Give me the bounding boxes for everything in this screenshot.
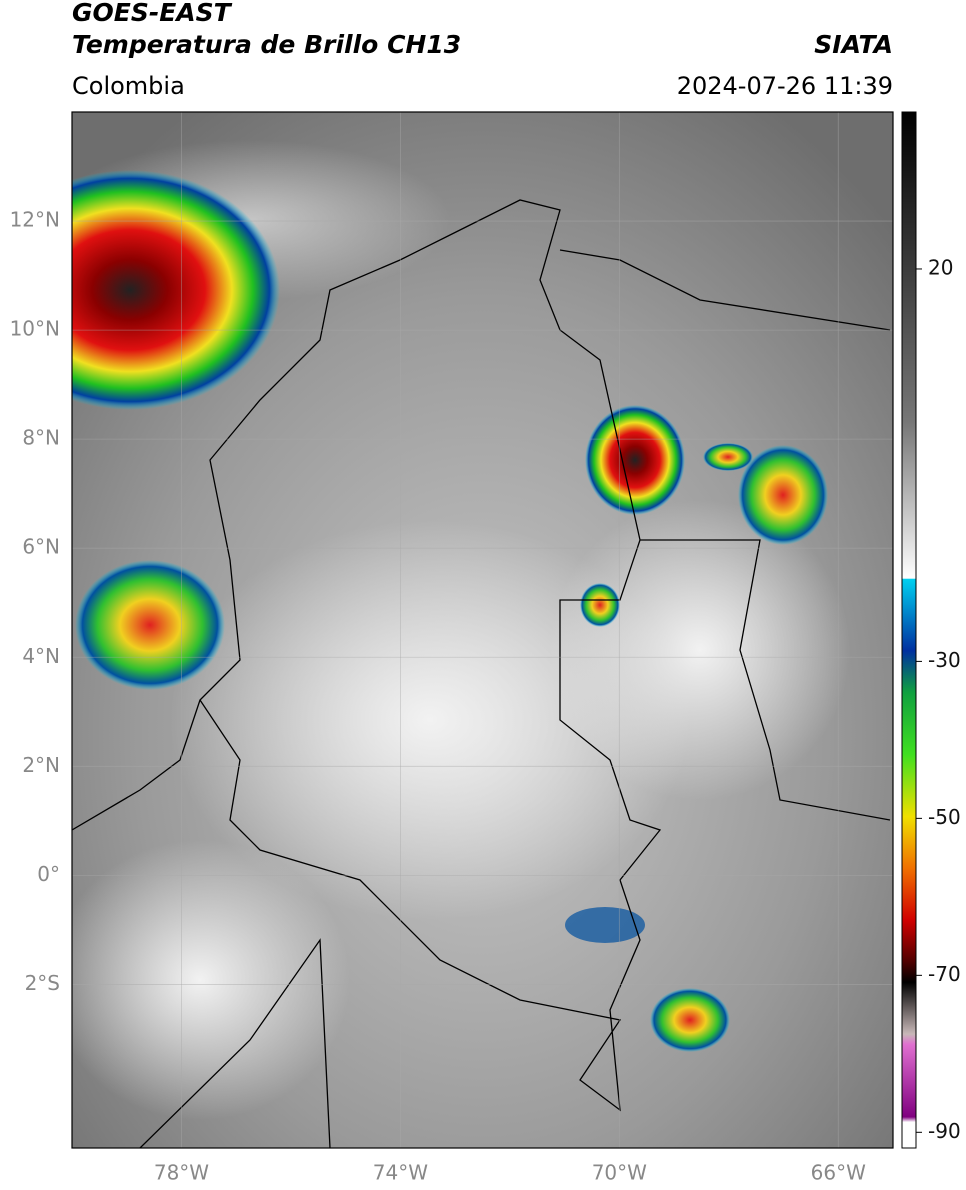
colorbar-tick-label: 20 [928, 255, 953, 279]
timestamp: 2024-07-26 11:39 [677, 72, 893, 100]
colorbar-tick-label: -90 [928, 1119, 961, 1143]
lat-tick-label: 4°N [22, 644, 60, 668]
title: GOES-EAST [72, 0, 233, 27]
lat-tick-label: 2°N [22, 753, 60, 777]
lon-tick-label: 66°W [811, 1161, 866, 1185]
lat-tick-label: 0° [37, 862, 60, 886]
colorbar-tick-label: -70 [928, 962, 961, 986]
lat-tick-label: 12°N [10, 208, 60, 232]
lat-tick-label: 2°S [25, 971, 60, 995]
colorbar [901, 111, 917, 1149]
lat-tick-label: 10°N [10, 317, 60, 341]
colorbar-tick-label: -50 [928, 805, 961, 829]
lon-tick-label: 74°W [373, 1161, 428, 1185]
lat-tick-label: 6°N [22, 535, 60, 559]
lon-tick-label: 70°W [592, 1161, 647, 1185]
satellite-image [72, 112, 893, 1148]
map-frame [71, 111, 894, 1149]
region: Colombia [72, 72, 185, 100]
colorbar-tick-label: -30 [928, 648, 961, 672]
subtitle: Temperatura de Brillo CH13 [72, 30, 461, 59]
lon-tick-label: 78°W [154, 1161, 209, 1185]
lat-tick-label: 8°N [22, 426, 60, 450]
source: SIATA [814, 30, 893, 59]
